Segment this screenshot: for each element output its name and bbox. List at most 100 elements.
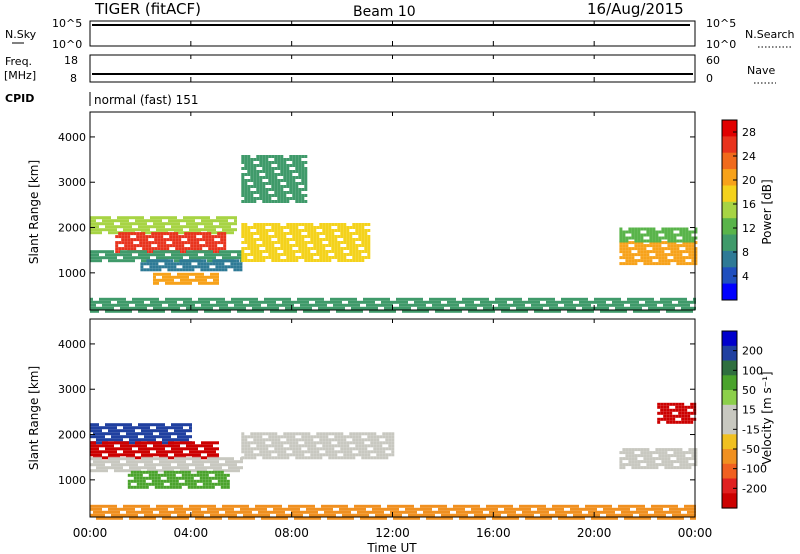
heatmap-cell <box>619 236 623 240</box>
heatmap-cell <box>135 250 138 254</box>
heatmap-cell <box>250 447 254 451</box>
heatmap-cell <box>114 297 117 301</box>
heatmap-cell <box>149 262 153 266</box>
heatmap-cell <box>625 448 629 452</box>
heatmap-cell <box>402 306 405 310</box>
heatmap-cell <box>679 239 683 243</box>
heatmap-cell <box>162 309 165 313</box>
heatmap-cell <box>444 516 447 520</box>
heatmap-cell <box>369 309 372 313</box>
heatmap-cell <box>132 453 135 457</box>
heatmap-cell <box>165 453 168 457</box>
heatmap-cell <box>640 250 644 254</box>
heatmap-cell <box>664 460 668 464</box>
heatmap-cell <box>411 303 414 307</box>
heatmap-cell <box>367 256 371 259</box>
heatmap-cell <box>193 235 197 239</box>
heatmap-cell <box>96 453 99 457</box>
heatmap-cell <box>189 429 192 433</box>
heatmap-cell <box>591 309 594 313</box>
heatmap-cell <box>124 241 128 245</box>
heatmap-cell <box>534 510 537 514</box>
heatmap-cell <box>141 303 144 307</box>
heatmap-cell <box>192 504 195 508</box>
heatmap-cell <box>178 235 182 239</box>
heatmap-cell <box>276 507 279 511</box>
heatmap-cell <box>202 238 206 242</box>
heatmap-cell <box>441 504 444 508</box>
heatmap-cell <box>345 303 348 307</box>
heatmap-cell <box>361 432 365 436</box>
heatmap-cell <box>352 241 356 244</box>
heatmap-cell <box>280 194 284 197</box>
heatmap-cell <box>669 507 672 511</box>
heatmap-cell <box>259 259 263 262</box>
heatmap-cell <box>259 432 263 436</box>
heatmap-cell <box>295 194 299 197</box>
heatmap-cell <box>126 432 129 436</box>
heatmap-cell <box>223 241 227 245</box>
heatmap-cell <box>582 303 585 307</box>
heatmap-cell <box>240 303 243 307</box>
heatmap-cell <box>256 453 260 457</box>
colorbar-segment <box>722 331 737 347</box>
heatmap-cell <box>187 473 191 477</box>
heatmap-cell <box>367 450 371 454</box>
heatmap-cell <box>555 507 558 511</box>
heatmap-cell <box>322 256 326 259</box>
heatmap-cell <box>216 507 219 511</box>
heatmap-cell <box>205 485 209 489</box>
heatmap-cell <box>637 236 641 240</box>
heatmap-cell <box>286 447 290 451</box>
heatmap-cell <box>597 297 600 301</box>
heatmap-cell <box>325 235 329 238</box>
heatmap-cell <box>177 510 180 514</box>
heatmap-cell <box>139 482 143 486</box>
heatmap-cell <box>325 450 329 454</box>
heatmap-cell <box>444 297 447 301</box>
heatmap-cell <box>121 247 125 251</box>
heatmap-cell <box>165 435 168 439</box>
heatmap-cell <box>676 256 680 260</box>
heatmap-cell <box>241 226 245 229</box>
heatmap-cell <box>249 309 252 313</box>
heatmap-cell <box>171 426 174 430</box>
heatmap-cell <box>328 256 332 259</box>
heatmap-cell <box>138 253 141 257</box>
heatmap-cell <box>637 466 641 470</box>
heatmap-cell <box>192 222 195 226</box>
heatmap-cell <box>139 470 143 474</box>
heatmap-cell <box>283 456 287 460</box>
heatmap-cell <box>108 231 111 235</box>
heatmap-cell <box>174 510 177 514</box>
heatmap-cell <box>96 306 99 310</box>
heatmap-cell <box>658 259 662 263</box>
heatmap-cell <box>304 200 308 203</box>
heatmap-cell <box>159 423 162 427</box>
heatmap-cell <box>462 300 465 304</box>
heatmap-cell <box>192 444 195 448</box>
heatmap-cell <box>138 450 141 454</box>
heatmap-cell <box>268 453 272 457</box>
heatmap-cell <box>135 303 138 307</box>
heatmap-cell <box>667 247 671 251</box>
heatmap-cell <box>295 188 299 191</box>
heatmap-cell <box>156 463 159 467</box>
heatmap-cell <box>453 309 456 313</box>
heatmap-cell <box>126 309 129 313</box>
heatmap-cell <box>165 278 168 282</box>
heatmap-cell <box>354 300 357 304</box>
heatmap-cell <box>247 185 251 188</box>
heatmap-cell <box>313 456 317 460</box>
heatmap-cell <box>328 432 332 436</box>
heatmap-cell <box>120 457 123 461</box>
heatmap-cell <box>367 444 371 448</box>
heatmap-cell <box>555 300 558 304</box>
heatmap-cell <box>105 228 108 232</box>
heatmap-cell <box>591 507 594 511</box>
heatmap-cell <box>301 456 305 460</box>
heatmap-cell <box>255 303 258 307</box>
heatmap-cell <box>274 229 278 232</box>
heatmap-cell <box>241 441 245 445</box>
heatmap-cell <box>244 247 248 250</box>
